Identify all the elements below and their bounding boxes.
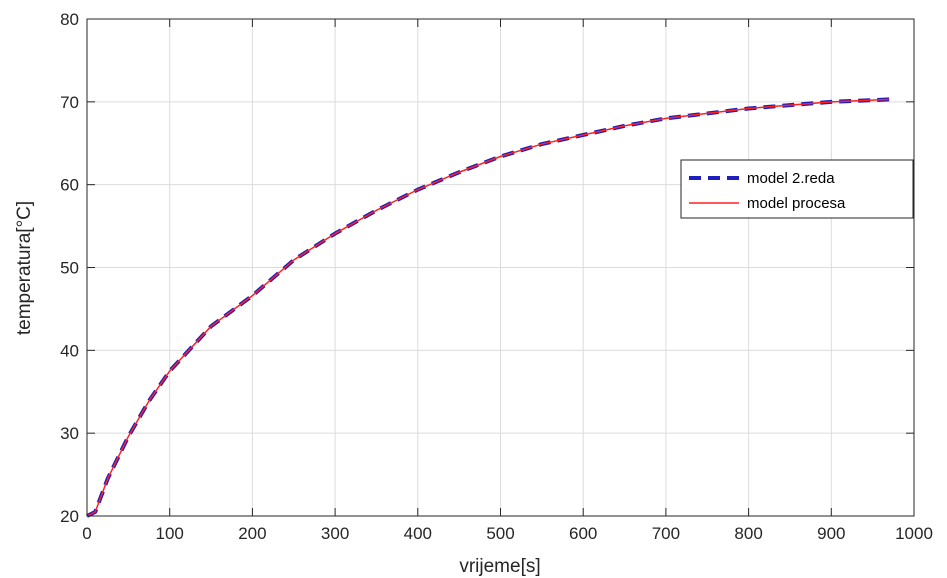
y-tick-label: 70 [60, 93, 79, 112]
y-axis-label: temperatura[°C] [14, 201, 35, 335]
x-tick-label: 500 [486, 524, 514, 543]
x-tick-label: 700 [652, 524, 680, 543]
x-tick-label: 1000 [895, 524, 933, 543]
y-tick-label: 60 [60, 176, 79, 195]
x-tick-label: 400 [404, 524, 432, 543]
x-tick-label: 100 [156, 524, 184, 543]
y-tick-label: 80 [60, 10, 79, 29]
x-tick-label: 300 [321, 524, 349, 543]
series-group [86, 97, 890, 518]
legend-label-model-procesa: model procesa [747, 195, 846, 212]
y-tick-label: 20 [60, 507, 79, 526]
series-line-model-procesa [86, 98, 890, 517]
x-tick-label: 0 [82, 524, 91, 543]
x-tick-label: 800 [734, 524, 762, 543]
y-tick-label: 50 [60, 259, 79, 278]
legend-box [680, 159, 914, 219]
x-axis-label: vrijeme[s] [459, 556, 540, 577]
axis-ticks: 0 100 200 300 400 500 600 700 800 900 1000 20 30 40 50… [60, 10, 933, 543]
y-tick-label: 30 [60, 424, 79, 443]
x-tick-label: 900 [817, 524, 845, 543]
x-tick-label: 600 [569, 524, 597, 543]
y-tick-label: 40 [60, 341, 79, 360]
x-tick-label: 200 [238, 524, 266, 543]
legend-label-model-2-reda: model 2.reda [747, 170, 835, 187]
legend: model 2.reda model procesa [680, 159, 914, 219]
